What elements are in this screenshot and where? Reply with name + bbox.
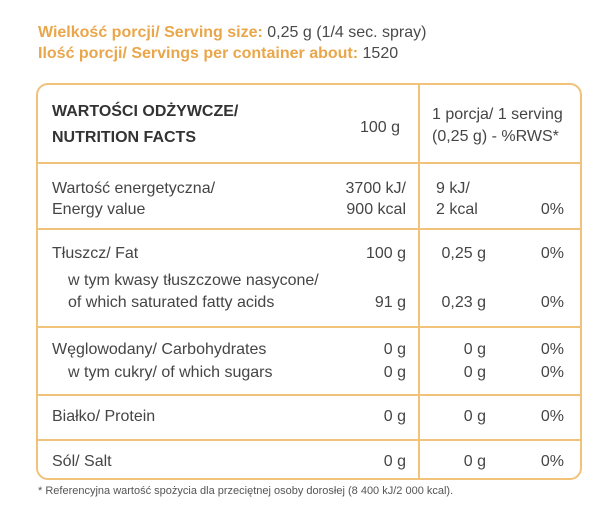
row-divider [38, 162, 580, 164]
column-divider [418, 85, 420, 478]
row-divider [38, 326, 580, 328]
carbs-per100: 0 g [383, 341, 406, 358]
energy-per100-kcal: 900 kcal [346, 201, 406, 218]
salt-rws: 0% [540, 453, 564, 470]
fat-per100: 100 g [365, 245, 406, 262]
sugars-serving: 0 g [463, 364, 486, 381]
protein-label: Białko/ Protein [52, 408, 156, 425]
energy-serving-kcal: 2 kcal [436, 201, 478, 218]
sugars-label: w tym cukry/ of which sugars [68, 364, 273, 381]
saturated-rws: 0% [540, 294, 564, 311]
energy-per100-kj: 3700 kJ/ [345, 180, 406, 197]
per-100g-header: 100 g [359, 119, 400, 136]
saturated-label-line2: of which saturated fatty acids [68, 294, 275, 311]
serving-size-line: Wielkość porcji/ Serving size: 0,25 g (1… [38, 22, 426, 43]
fat-rws: 0% [540, 245, 564, 262]
serving-size-value: 0,25 g (1/4 sec. spray) [267, 24, 427, 41]
energy-rws: 0% [540, 201, 564, 218]
servings-count-label: Ilość porcji/ Servings per container abo… [38, 45, 359, 62]
table-title-line1: WARTOŚCI ODŻYWCZE/ [52, 103, 239, 120]
protein-rws: 0% [540, 408, 564, 425]
nutrition-table: WARTOŚCI ODŻYWCZE/ NUTRITION FACTS 100 g… [36, 83, 582, 480]
carbs-label: Węglowodany/ Carbohydrates [52, 341, 267, 358]
per-serving-header-line1: 1 porcja/ 1 serving [432, 106, 563, 123]
saturated-per100: 91 g [374, 294, 406, 311]
salt-label: Sól/ Salt [52, 453, 112, 470]
fat-label: Tłuszcz/ Fat [52, 245, 139, 262]
saturated-label-line1: w tym kwasy tłuszczowe nasycone/ [68, 272, 319, 289]
servings-count-value: 1520 [362, 45, 399, 62]
energy-label-line2: Energy value [52, 201, 146, 218]
sugars-per100: 0 g [383, 364, 406, 381]
footnote: * Referencyjna wartość spożycia dla prze… [38, 485, 454, 497]
row-divider [38, 394, 580, 396]
salt-per100: 0 g [383, 453, 406, 470]
table-title-line2: NUTRITION FACTS [52, 129, 196, 146]
carbs-rws: 0% [540, 341, 564, 358]
per-serving-header-line2: (0,25 g) - %RWS* [432, 128, 559, 145]
row-divider [38, 439, 580, 441]
saturated-serving: 0,23 g [441, 294, 486, 311]
salt-serving: 0 g [463, 453, 486, 470]
servings-count-line: Ilość porcji/ Servings per container abo… [38, 43, 426, 64]
row-divider [38, 228, 580, 230]
energy-label-line1: Wartość energetyczna/ [52, 180, 216, 197]
protein-serving: 0 g [463, 408, 486, 425]
carbs-serving: 0 g [463, 341, 486, 358]
fat-serving: 0,25 g [441, 245, 486, 262]
serving-size-label: Wielkość porcji/ Serving size: [38, 24, 263, 41]
energy-serving-kj: 9 kJ/ [436, 180, 470, 197]
sugars-rws: 0% [540, 364, 564, 381]
serving-info: Wielkość porcji/ Serving size: 0,25 g (1… [38, 22, 426, 64]
protein-per100: 0 g [383, 408, 406, 425]
